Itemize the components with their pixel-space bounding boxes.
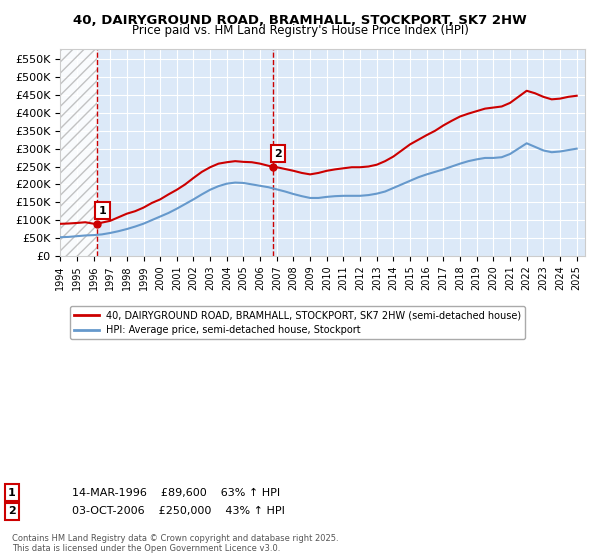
Text: 2: 2	[8, 506, 16, 516]
Legend: 40, DAIRYGROUND ROAD, BRAMHALL, STOCKPORT, SK7 2HW (semi-detached house), HPI: A: 40, DAIRYGROUND ROAD, BRAMHALL, STOCKPOR…	[70, 306, 526, 339]
Bar	[60, 49, 97, 256]
Text: Contains HM Land Registry data © Crown copyright and database right 2025.
This d: Contains HM Land Registry data © Crown c…	[12, 534, 338, 553]
Text: 1: 1	[98, 206, 106, 216]
Text: 1: 1	[8, 488, 16, 498]
Text: 03-OCT-2006    £250,000    43% ↑ HPI: 03-OCT-2006 £250,000 43% ↑ HPI	[72, 506, 285, 516]
Text: Price paid vs. HM Land Registry's House Price Index (HPI): Price paid vs. HM Land Registry's House …	[131, 24, 469, 37]
Text: 14-MAR-1996    £89,600    63% ↑ HPI: 14-MAR-1996 £89,600 63% ↑ HPI	[72, 488, 280, 498]
Text: 2: 2	[274, 148, 282, 158]
Bar	[60, 49, 97, 256]
Text: 40, DAIRYGROUND ROAD, BRAMHALL, STOCKPORT, SK7 2HW: 40, DAIRYGROUND ROAD, BRAMHALL, STOCKPOR…	[73, 14, 527, 27]
